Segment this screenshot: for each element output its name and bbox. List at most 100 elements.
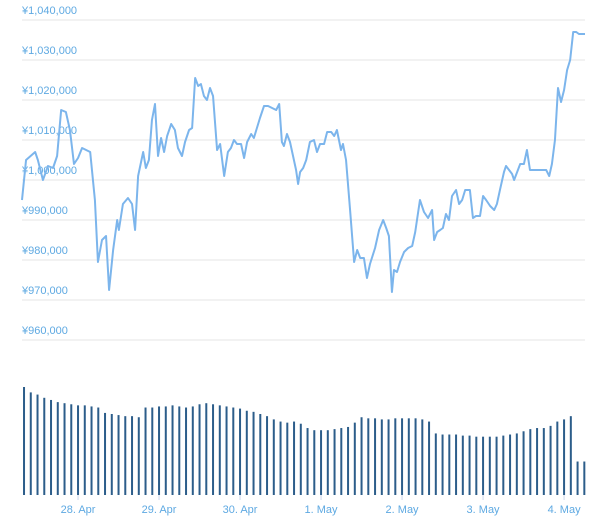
- volume-bar: [563, 419, 566, 495]
- y-tick-label: ¥1,040,000: [21, 5, 77, 17]
- volume-bar: [90, 406, 93, 495]
- volume-bar: [347, 426, 350, 495]
- volume-bar: [191, 406, 194, 495]
- volume-bar: [124, 416, 127, 495]
- volume-bar: [374, 418, 377, 495]
- volume-bar: [495, 436, 498, 495]
- volume-bar: [279, 421, 282, 495]
- volume-bar: [218, 405, 221, 495]
- volume-bar: [421, 419, 424, 495]
- volume-bar: [529, 429, 532, 495]
- y-tick-label: ¥1,010,000: [21, 125, 77, 137]
- x-tick-label: 29. Apr: [142, 504, 177, 516]
- volume-bar: [36, 394, 39, 495]
- y-tick-label: ¥970,000: [21, 285, 68, 297]
- volume-bar: [320, 430, 323, 495]
- volume-bar: [475, 436, 478, 495]
- volume-bar: [50, 399, 53, 495]
- x-tick-label: 1. May: [305, 504, 339, 516]
- volume-bar: [509, 434, 512, 495]
- volume-bar: [468, 435, 471, 495]
- volume-bar: [299, 423, 302, 495]
- volume-bar: [232, 407, 235, 495]
- volume-bar: [394, 418, 397, 495]
- volume-bar: [542, 428, 545, 495]
- volume-bar: [407, 418, 410, 495]
- volume-bar: [502, 435, 505, 495]
- price-line: [21, 31, 585, 293]
- volume-bar: [482, 436, 485, 495]
- volume-bar: [70, 404, 73, 495]
- volume-bar: [293, 421, 296, 495]
- volume-bar: [340, 428, 343, 495]
- volume-bar: [23, 387, 26, 495]
- volume-bar: [333, 429, 336, 495]
- y-tick-label: ¥1,000,000: [21, 165, 77, 177]
- volume-bar: [164, 406, 167, 495]
- volume-bar: [353, 422, 356, 495]
- x-tick-label: 28. Apr: [61, 504, 96, 516]
- volume-bar: [77, 405, 80, 495]
- volume-bar: [549, 425, 552, 495]
- volume-bar: [488, 436, 491, 495]
- volume-bar: [252, 411, 255, 495]
- volume-bar: [83, 405, 86, 495]
- volume-bar: [225, 406, 228, 495]
- volume-bar: [576, 461, 579, 495]
- volume-bar: [137, 417, 140, 495]
- volume-bar: [428, 421, 431, 495]
- volume-bar: [212, 404, 215, 495]
- y-tick-label: ¥990,000: [21, 205, 68, 217]
- volume-bar: [198, 404, 201, 495]
- volume-bar: [110, 414, 113, 495]
- volume-bar: [239, 408, 242, 495]
- volume-bar: [151, 407, 154, 495]
- x-tick-label: 30. Apr: [223, 504, 258, 516]
- volume-bar: [245, 410, 248, 495]
- volume-bar: [360, 417, 363, 495]
- volume-bar: [401, 418, 404, 495]
- volume-bar: [272, 419, 275, 495]
- volume-bar: [158, 406, 161, 495]
- volume-bar: [326, 430, 329, 495]
- volume-bar: [43, 397, 46, 495]
- volume-bar: [522, 431, 525, 495]
- volume-bar: [144, 407, 147, 495]
- y-tick-label: ¥980,000: [21, 245, 68, 257]
- volume-bar: [171, 405, 174, 495]
- volume-bar: [97, 407, 100, 495]
- volume-bar: [104, 412, 107, 495]
- volume-bar: [178, 406, 181, 495]
- volume-bar: [313, 430, 316, 495]
- volume-bar: [205, 403, 208, 495]
- volume-bar: [556, 421, 559, 495]
- y-tick-label: ¥1,030,000: [21, 45, 77, 57]
- volume-bar: [434, 433, 437, 495]
- volume-bar: [259, 414, 262, 495]
- volume-bar: [131, 416, 134, 495]
- volume-bar: [569, 416, 572, 495]
- volume-bar: [380, 419, 383, 495]
- volume-bar: [306, 428, 309, 495]
- y-tick-label: ¥1,020,000: [21, 85, 77, 97]
- x-tick-label: 4. May: [548, 504, 582, 516]
- volume-bar: [29, 392, 32, 495]
- volume-bar: [583, 461, 586, 495]
- volume-bar: [441, 434, 444, 495]
- volume-bar: [63, 403, 66, 495]
- y-tick-label: ¥960,000: [21, 325, 68, 337]
- volume-bar: [185, 407, 188, 495]
- volume-bar: [56, 402, 59, 495]
- x-tick-label: 2. May: [386, 504, 420, 516]
- volume-bar: [414, 418, 417, 495]
- volume-bar: [455, 434, 458, 495]
- volume-bar: [387, 419, 390, 495]
- volume-bar: [367, 418, 370, 495]
- volume-bar: [266, 416, 269, 495]
- x-tick-label: 3. May: [467, 504, 501, 516]
- volume-bar: [117, 415, 120, 495]
- volume-bar: [536, 428, 539, 495]
- volume-bar: [448, 434, 451, 495]
- volume-bar: [515, 433, 518, 495]
